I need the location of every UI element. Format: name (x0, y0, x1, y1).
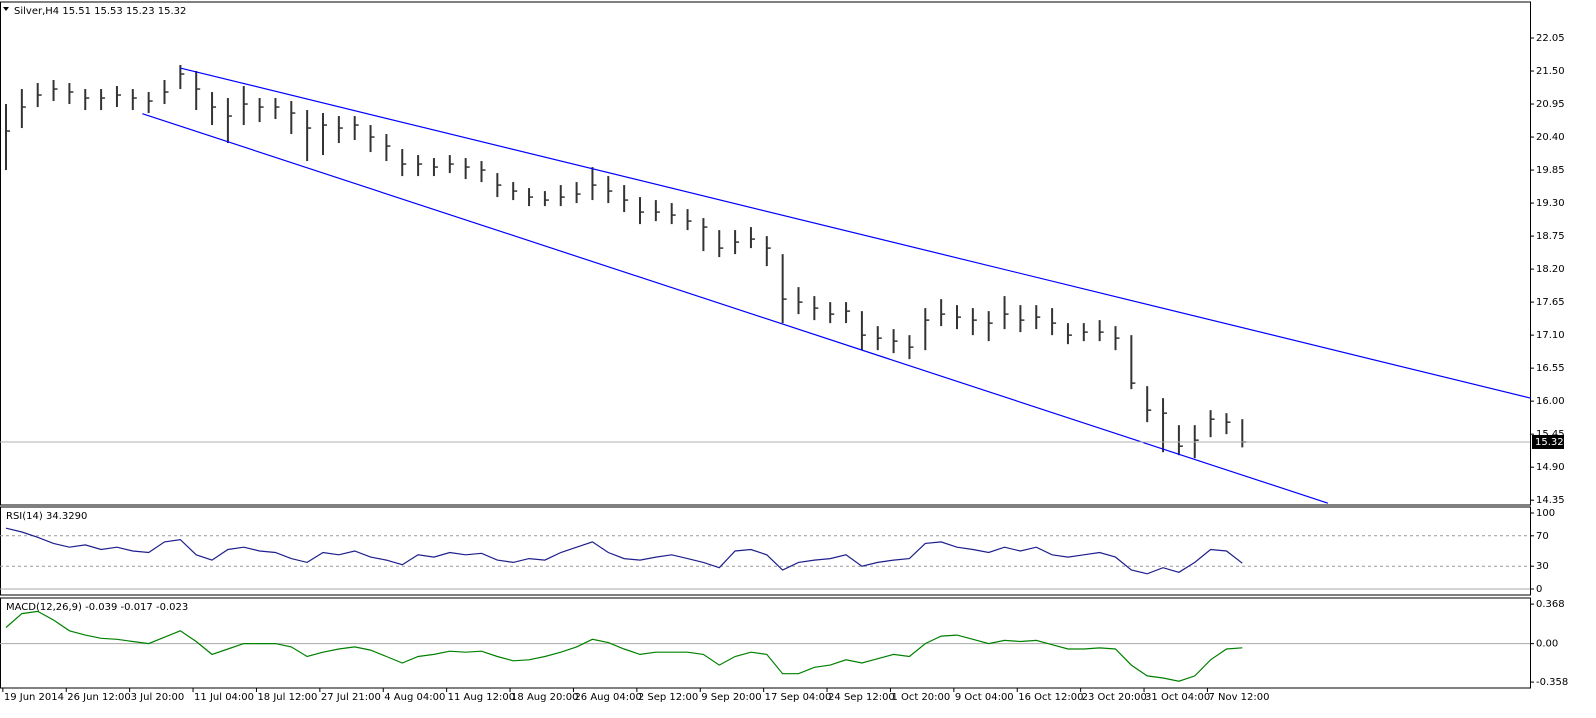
x-tick-label: 18 Jul 12:00 (257, 692, 317, 703)
title-arrow (3, 7, 9, 11)
x-tick-label: 4 Aug 04:00 (384, 692, 445, 703)
y-tick-label: 16.00 (1536, 396, 1565, 407)
x-tick-label: 17 Sep 04:00 (765, 692, 832, 703)
x-tick-label: 2 Sep 12:00 (638, 692, 698, 703)
y-tick-label: 100 (1536, 508, 1555, 519)
y-tick-label: 18.20 (1536, 264, 1565, 275)
x-tick-label: 9 Sep 20:00 (701, 692, 761, 703)
y-tick-label: 22.05 (1536, 33, 1565, 44)
y-tick-label: 20.95 (1536, 99, 1565, 110)
x-tick-label: 24 Sep 12:00 (828, 692, 895, 703)
last-price-box (1532, 434, 1564, 449)
trendline (142, 113, 1329, 504)
last-price-label: 15.32 (1535, 437, 1564, 448)
y-tick-label: 16.55 (1536, 363, 1565, 374)
x-tick-label: 16 Oct 12:00 (1018, 692, 1083, 703)
x-tick-label: 1 Oct 20:00 (891, 692, 950, 703)
indicator-line (5, 610, 1243, 682)
x-tick-label: 7 Nov 12:00 (1208, 692, 1269, 703)
panel-frame (0, 506, 1531, 596)
y-tick-label: 0 (1536, 584, 1542, 595)
x-tick-label: 31 Oct 04:00 (1145, 692, 1210, 703)
x-tick-label: 27 Jul 21:00 (321, 692, 381, 703)
x-tick-label: 26 Aug 04:00 (574, 692, 641, 703)
x-tick-label: 23 Oct 20:00 (1082, 692, 1147, 703)
panel-title: Silver,H4 15.51 15.53 15.23 15.32 (14, 6, 186, 17)
trendline (180, 67, 1531, 399)
x-tick-label: 26 Jun 12:00 (67, 692, 131, 703)
panel-title: MACD(12,26,9) -0.039 -0.017 -0.023 (6, 602, 188, 613)
panel-frame (0, 1, 1531, 506)
indicator-line (5, 527, 1243, 575)
y-tick-label: 20.40 (1536, 132, 1565, 143)
y-tick-label: 17.10 (1536, 330, 1565, 341)
x-tick-label: 11 Aug 12:00 (448, 692, 515, 703)
y-tick-label: 30 (1536, 561, 1549, 572)
x-tick-label: 11 Jul 04:00 (194, 692, 254, 703)
y-tick-label: 14.35 (1536, 495, 1565, 506)
y-tick-label: 15.45 (1536, 429, 1565, 440)
y-tick-label: 18.75 (1536, 231, 1565, 242)
y-tick-label: 21.50 (1536, 66, 1565, 77)
y-tick-label: 19.30 (1536, 198, 1565, 209)
y-tick-label: 14.90 (1536, 462, 1565, 473)
panel-title: RSI(14) 34.3290 (6, 511, 87, 522)
y-tick-label: 0.00 (1536, 639, 1558, 650)
y-tick-label: 17.65 (1536, 297, 1565, 308)
x-tick-label: 9 Oct 04:00 (955, 692, 1014, 703)
x-tick-label: 18 Aug 20:00 (511, 692, 578, 703)
y-tick-label: 19.85 (1536, 165, 1565, 176)
x-tick-label: 19 Jun 2014 (4, 692, 64, 703)
y-tick-label: 0.368 (1536, 599, 1565, 610)
x-tick-label: 3 Jul 20:00 (131, 692, 185, 703)
y-tick-label: -0.358 (1536, 677, 1568, 688)
y-tick-label: 70 (1536, 531, 1549, 542)
panel-frame (0, 597, 1531, 689)
